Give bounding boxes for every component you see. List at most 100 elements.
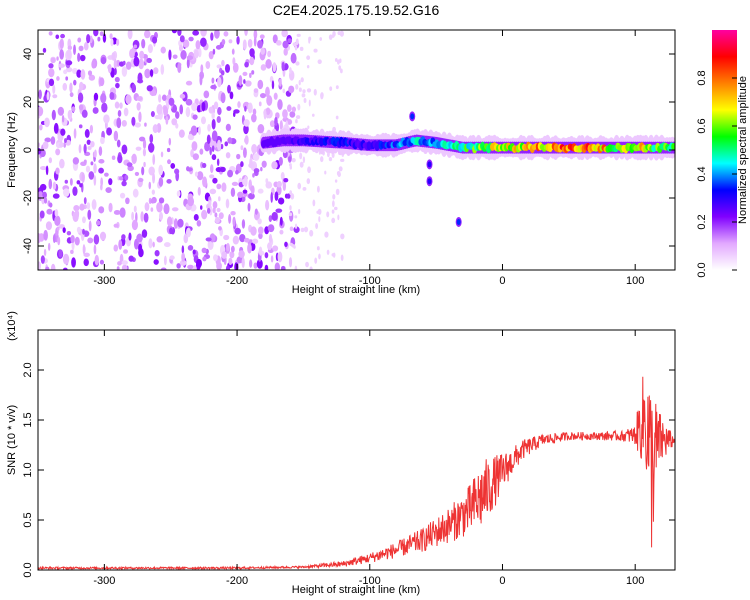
noise-mark xyxy=(167,159,171,165)
noise-mark xyxy=(51,109,56,121)
noise-mark xyxy=(138,243,143,253)
noise-mark xyxy=(316,185,320,193)
noise-mark xyxy=(231,48,235,55)
noise-mark xyxy=(83,143,87,154)
noise-mark xyxy=(243,237,250,243)
noise-mark xyxy=(272,62,277,73)
noise-mark xyxy=(224,63,231,73)
noise-mark xyxy=(258,101,262,107)
noise-mark xyxy=(87,145,92,150)
noise-mark xyxy=(158,164,164,176)
noise-mark xyxy=(118,176,124,181)
noise-mark xyxy=(101,102,108,113)
noise-mark xyxy=(191,102,198,112)
noise-mark xyxy=(221,38,226,45)
noise-mark xyxy=(312,199,316,207)
noise-mark xyxy=(242,189,248,194)
noise-mark xyxy=(332,252,336,258)
noise-mark xyxy=(159,212,164,221)
noise-mark xyxy=(131,116,136,126)
noise-mark xyxy=(85,165,91,173)
noise-mark xyxy=(298,87,302,92)
noise-mark xyxy=(265,181,273,189)
noise-mark xyxy=(271,161,278,170)
noise-mark xyxy=(114,76,120,83)
noise-mark xyxy=(267,242,273,251)
noise-mark xyxy=(66,231,72,236)
noise-mark xyxy=(47,242,51,251)
noise-mark xyxy=(161,94,167,101)
noise-mark xyxy=(201,247,207,254)
noise-mark xyxy=(117,261,122,266)
noise-mark xyxy=(93,163,97,174)
noise-mark xyxy=(249,259,253,268)
noise-mark xyxy=(249,56,255,66)
noise-mark xyxy=(263,109,267,120)
noise-mark xyxy=(80,69,86,80)
noise-mark xyxy=(194,171,199,177)
noise-mark xyxy=(251,113,257,123)
noise-mark xyxy=(290,52,297,64)
noise-mark xyxy=(239,233,246,243)
noise-mark xyxy=(244,80,252,87)
noise-mark xyxy=(128,255,134,262)
noise-mark xyxy=(223,31,229,37)
noise-mark xyxy=(79,54,86,62)
x-tick-label: 0 xyxy=(499,575,505,587)
noise-mark xyxy=(210,84,217,90)
noise-mark xyxy=(340,254,344,261)
noise-mark xyxy=(93,244,97,255)
colorbar-tick-label: 0.6 xyxy=(696,118,708,133)
noise-mark xyxy=(271,211,278,222)
noise-mark xyxy=(267,50,272,58)
noise-mark xyxy=(59,142,64,148)
noise-mark xyxy=(265,86,270,98)
noise-mark xyxy=(192,265,197,270)
noise-mark xyxy=(244,61,249,68)
noise-mark xyxy=(71,257,76,268)
noise-mark xyxy=(132,188,139,198)
noise-mark xyxy=(141,38,146,49)
noise-mark xyxy=(65,76,69,81)
noise-mark xyxy=(39,183,47,191)
colorbar-ticks: 0.0 0.2 0.4 0.6 0.8 xyxy=(696,70,737,278)
noise-mark xyxy=(193,49,199,59)
noise-mark xyxy=(84,129,90,138)
noise-mark xyxy=(220,70,225,76)
noise-mark xyxy=(69,92,74,98)
noise-mark xyxy=(138,111,142,123)
noise-mark xyxy=(88,220,92,232)
noise-mark xyxy=(123,107,129,117)
spectrogram-marks xyxy=(38,30,675,270)
noise-mark xyxy=(214,212,218,218)
noise-mark xyxy=(146,85,153,92)
noise-mark xyxy=(196,220,202,227)
noise-mark xyxy=(141,229,148,238)
noise-mark xyxy=(111,52,116,61)
noise-mark xyxy=(134,171,140,176)
noise-mark xyxy=(108,202,113,213)
noise-mark xyxy=(168,137,172,146)
noise-mark xyxy=(78,104,84,111)
noise-mark xyxy=(143,161,146,168)
noise-mark xyxy=(148,142,155,153)
noise-mark xyxy=(253,262,258,269)
noise-mark xyxy=(121,66,128,77)
noise-mark xyxy=(136,102,141,111)
noise-mark xyxy=(292,42,297,47)
noise-mark xyxy=(92,107,99,114)
noise-mark xyxy=(215,167,222,173)
noise-mark xyxy=(275,208,283,213)
noise-mark xyxy=(251,143,258,154)
noise-mark xyxy=(175,170,180,182)
noise-mark xyxy=(273,92,278,100)
noise-mark xyxy=(191,141,198,151)
noise-mark xyxy=(67,109,73,120)
noise-mark xyxy=(294,45,298,51)
noise-mark xyxy=(277,197,285,205)
noise-mark xyxy=(242,147,247,159)
noise-mark xyxy=(200,37,207,47)
noise-mark xyxy=(268,215,273,223)
noise-mark xyxy=(288,85,295,94)
